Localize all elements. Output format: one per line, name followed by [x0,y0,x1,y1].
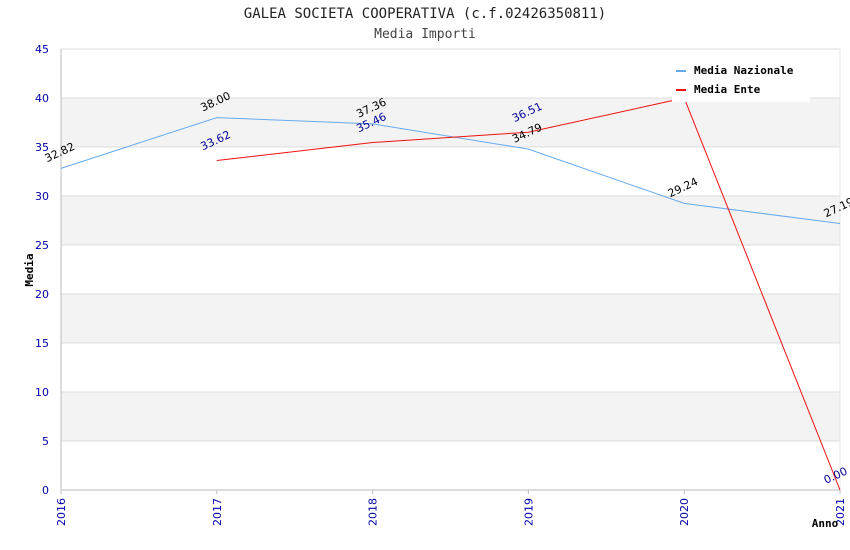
x-tick-label: 2016 [55,498,68,526]
x-tick-label: 2017 [211,498,224,526]
grid-band [61,294,840,343]
y-axis-title: Media [23,253,36,286]
y-tick-label: 10 [35,386,49,399]
grid-band [61,196,840,245]
grid-band [61,98,840,147]
y-tick-label: 0 [42,484,49,497]
series-line-media-ente [216,97,841,491]
x-axis-title: Anno [812,517,839,530]
y-tick-label: 30 [35,190,49,203]
x-tick-label: 2020 [678,498,691,526]
x-tick-label: 2019 [522,498,535,526]
legend: Media Nazionale Media Ente [672,60,810,102]
grid-band [61,392,840,441]
y-tick-label: 40 [35,92,49,105]
legend-swatch-media-nazionale [676,70,686,72]
y-tick-label: 35 [35,141,49,154]
legend-swatch-media-ente [676,89,686,91]
y-tick-label: 45 [35,43,49,56]
y-tick-label: 5 [42,435,49,448]
y-tick-label: 15 [35,337,49,350]
y-tick-label: 20 [35,288,49,301]
data-label: 0.00 [822,465,850,487]
series-line-media-nazionale [60,117,841,224]
y-tick-label: 25 [35,239,49,252]
legend-item-media-ente: Media Ente [676,83,760,97]
legend-label-media-nazionale: Media Nazionale [694,64,794,77]
legend-label-media-ente: Media Ente [694,83,761,96]
chart-subtitle: Media Importi [374,27,476,42]
chart-title: GALEA SOCIETA COOPERATIVA (c.f.024263508… [243,6,607,22]
legend-item-media-nazionale: Media Nazionale [676,64,793,78]
x-tick-label: 2021 [834,498,847,526]
x-tick-label: 2018 [367,498,380,526]
